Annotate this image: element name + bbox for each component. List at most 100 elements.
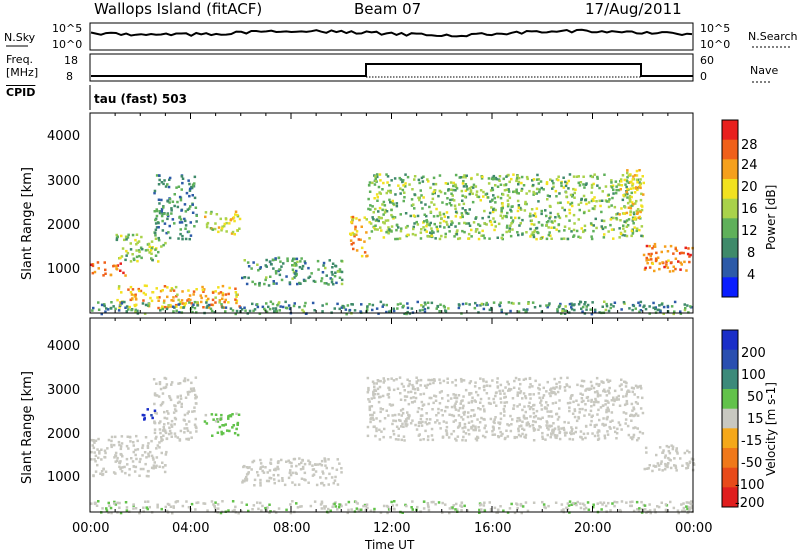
velocity-cell: [378, 419, 382, 423]
velocity-cell: [558, 385, 562, 388]
velocity-cell: [620, 383, 623, 386]
power-cell: [631, 178, 635, 181]
power-cell: [673, 310, 676, 313]
power-cell: [560, 184, 563, 188]
power-cell: [515, 190, 518, 194]
velocity-cell: [414, 396, 418, 400]
velocity-cell: [160, 402, 164, 406]
power-cell: [462, 179, 465, 183]
power-cell: [413, 207, 416, 210]
power-cell: [530, 219, 533, 222]
power-cell: [200, 296, 203, 300]
power-cell: [157, 260, 160, 263]
velocity-cell: [167, 412, 170, 415]
velocity-cell: [499, 383, 503, 387]
velocity-cell: [327, 458, 330, 461]
power-cell: [566, 201, 570, 204]
power-cell: [646, 261, 649, 265]
power-cell: [502, 177, 505, 181]
power-cell: [390, 208, 393, 212]
power-cell: [669, 244, 673, 248]
power-cell: [418, 198, 421, 202]
velocity-cell: [93, 451, 96, 454]
power-cbar-label: Power [dB]: [764, 184, 778, 250]
velocity-cell: [615, 398, 618, 401]
power-cell: [636, 181, 639, 184]
power-cell: [295, 257, 299, 261]
power-cell: [507, 188, 510, 191]
velocity-cell: [150, 466, 154, 470]
power-cell: [403, 312, 406, 315]
power-cell: [470, 185, 473, 189]
power-cell: [137, 287, 140, 291]
velocity-cell: [481, 434, 485, 438]
velocity-cell: [580, 397, 584, 400]
power-cell: [600, 219, 604, 222]
velocity-cell: [426, 502, 430, 505]
power-cell: [604, 185, 608, 188]
velocity-cell: [338, 503, 341, 506]
power-cell: [369, 208, 372, 211]
power-cell: [654, 306, 657, 309]
velocity-cell: [662, 449, 665, 452]
power-cell: [534, 227, 538, 230]
power-cell: [157, 198, 161, 201]
power-cell: [128, 305, 131, 309]
power-cell: [491, 186, 494, 190]
power-cell: [465, 302, 468, 305]
power-cell: [620, 180, 623, 183]
velocity-cell: [522, 392, 526, 395]
velocity-cell: [176, 436, 180, 439]
power-cell: [263, 307, 266, 311]
power-cell: [436, 214, 439, 218]
power-cell: [235, 299, 239, 302]
power-cell: [632, 211, 636, 214]
power-cell: [392, 307, 395, 310]
velocity-cell: [534, 379, 537, 383]
power-cell: [163, 179, 166, 182]
velocity-cell: [217, 507, 220, 510]
power-cell: [272, 267, 275, 270]
velocity-cell: [277, 479, 281, 483]
power-cell: [165, 231, 168, 235]
velocity-cell: [97, 500, 100, 503]
velocity-cell: [274, 511, 278, 514]
velocity-cell: [492, 401, 496, 404]
power-cell: [548, 231, 551, 234]
power-cell: [167, 185, 171, 189]
velocity-cell: [381, 394, 385, 398]
power-cell: [619, 232, 623, 236]
power-cell: [411, 232, 415, 236]
velocity-cell: [264, 506, 267, 510]
velocity-cell: [405, 424, 408, 428]
power-cell: [457, 222, 461, 225]
velocity-cell: [399, 392, 402, 395]
power-cell: [172, 289, 176, 292]
velocity-cell: [400, 414, 403, 417]
velocity-cell: [631, 500, 634, 503]
velocity-cell: [550, 391, 554, 395]
velocity-cell: [489, 509, 493, 513]
velocity-cell: [557, 425, 560, 429]
power-cell: [625, 180, 629, 183]
velocity-cell: [139, 467, 143, 471]
velocity-cell: [582, 399, 585, 403]
power-cell: [537, 200, 540, 203]
velocity-cell: [379, 395, 382, 399]
power-cell: [621, 233, 624, 237]
power-cell: [454, 207, 457, 210]
power-cell: [120, 291, 123, 294]
velocity-cell: [629, 500, 632, 504]
power-cell: [587, 201, 591, 204]
velocity-cell: [580, 379, 584, 383]
power-cell: [623, 302, 626, 305]
velocity-cell: [425, 412, 428, 415]
velocity-cell: [637, 437, 640, 440]
velocity-cell: [496, 377, 499, 380]
velocity-cell: [541, 431, 544, 435]
power-cell: [369, 222, 373, 225]
power-cell: [316, 259, 320, 263]
velocity-cell: [545, 424, 548, 427]
velocity-cell: [293, 483, 297, 487]
power-cell: [589, 308, 592, 311]
